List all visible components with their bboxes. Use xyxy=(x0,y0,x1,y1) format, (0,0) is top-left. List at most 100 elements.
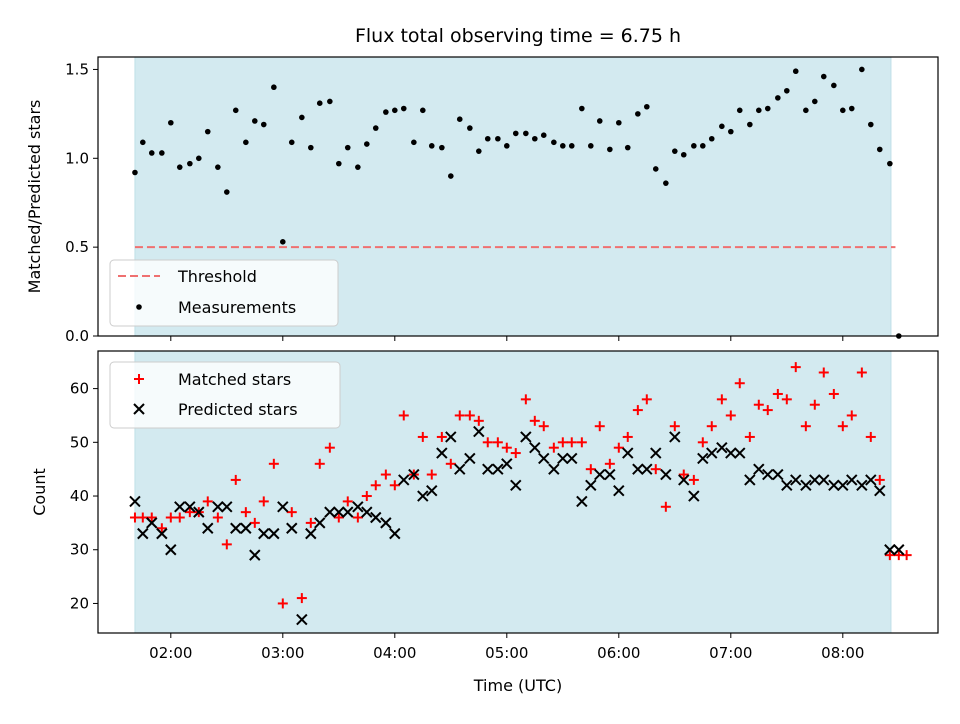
x-tick-label: 05:00 xyxy=(485,644,528,662)
matched-star-point xyxy=(772,388,783,399)
predicted-star-point xyxy=(137,527,149,540)
predicted-star-point xyxy=(622,447,634,459)
predicted-star-point xyxy=(548,463,560,475)
matched-star-point xyxy=(809,399,820,410)
matched-star-point xyxy=(184,507,195,518)
predicted-star-point xyxy=(333,506,345,518)
matched-star-point xyxy=(613,442,624,453)
predicted-star-point xyxy=(268,527,280,540)
measurement-point xyxy=(820,73,827,80)
predicted-star-point xyxy=(762,468,774,481)
x-tick-label: 03:00 xyxy=(261,644,304,662)
predicted-star-point xyxy=(585,479,597,491)
measurement-point xyxy=(495,135,501,142)
measurement-point xyxy=(232,107,239,114)
matched-star-point xyxy=(482,437,493,448)
measurement-point xyxy=(840,107,846,114)
predicted-star-point xyxy=(893,544,905,556)
predicted-star-point xyxy=(380,517,392,529)
predicted-star-point xyxy=(800,479,812,491)
measurement-point xyxy=(148,150,155,156)
measurement-point xyxy=(252,118,258,124)
matched-star-point xyxy=(734,378,745,389)
predicted-star-point xyxy=(202,522,214,534)
matched-star-point xyxy=(426,469,437,480)
measurement-point xyxy=(336,160,342,167)
measurement-point xyxy=(663,180,669,186)
matched-star-point xyxy=(594,421,605,432)
matched-star-point xyxy=(445,458,456,469)
predicted-star-point xyxy=(286,522,298,534)
y-tick-label: 50 xyxy=(70,433,89,451)
measurement-point xyxy=(476,148,482,154)
matched-star-point xyxy=(146,512,157,523)
measurement-point xyxy=(140,139,146,146)
measurement-point xyxy=(831,82,837,89)
matched-star-point xyxy=(398,410,409,421)
matched-star-point xyxy=(174,512,185,523)
bottom-legend: Matched stars Predicted stars xyxy=(109,361,341,429)
measurement-point xyxy=(204,128,211,135)
bottom-panel: 20 30 40 50 60 02:00 03:00 04:00 05:00 06:00 07:0… xyxy=(30,350,939,695)
y-tick-label: 40 xyxy=(70,487,89,505)
matched-star-point xyxy=(566,437,577,448)
matched-star-point xyxy=(165,512,176,523)
predicted-star-point xyxy=(221,501,233,513)
predicted-star-point xyxy=(781,479,793,491)
predicted-star-point xyxy=(678,474,690,486)
matched-star-point xyxy=(725,410,736,421)
measurement-point xyxy=(411,139,417,146)
predicted-star-point xyxy=(510,479,522,491)
top-y-ticks: 0.0 0.5 1.0 1.5 xyxy=(65,60,98,345)
bottom-axes-frame xyxy=(97,350,939,634)
measurement-point xyxy=(700,143,706,149)
matched-star-point xyxy=(212,512,223,523)
predicted-star-point xyxy=(837,479,849,491)
legend-matched-swatch xyxy=(134,374,144,384)
matched-star-point xyxy=(305,517,316,528)
bottom-y-ticks: 20 30 40 50 60 xyxy=(70,380,98,612)
measurement-point xyxy=(792,68,799,75)
measurement-point xyxy=(848,105,855,112)
predicted-star-point xyxy=(594,468,606,481)
measurement-point xyxy=(132,169,138,176)
measurement-point xyxy=(383,109,389,115)
predicted-star-point xyxy=(725,447,737,459)
x-tick-label: 08:00 xyxy=(821,644,864,662)
top-legend: Threshold Measurements xyxy=(109,259,339,327)
matched-star-point xyxy=(342,496,353,507)
predicted-star-point xyxy=(370,511,382,524)
predicted-star-point xyxy=(464,452,476,465)
predicted-star-point xyxy=(501,458,513,470)
matched-star-point xyxy=(884,550,895,561)
measurement-point xyxy=(644,103,650,110)
measurement-point xyxy=(420,107,426,114)
matched-star-point xyxy=(314,458,325,469)
predicted-star-point xyxy=(398,474,410,486)
x-tick-label: 04:00 xyxy=(373,644,416,662)
predicted-star-point xyxy=(604,468,616,481)
matched-star-point xyxy=(828,388,839,399)
measurement-point xyxy=(747,121,753,128)
measurement-point xyxy=(607,146,613,153)
predicted-star-point xyxy=(744,474,756,486)
measurement-point xyxy=(288,139,295,146)
measurement-point xyxy=(400,105,407,112)
predicted-star-point xyxy=(874,484,886,497)
predicted-star-point xyxy=(249,549,261,561)
measurement-point xyxy=(448,173,454,179)
matched-star-point xyxy=(258,496,269,507)
matched-star-point xyxy=(473,415,484,426)
measurement-point xyxy=(719,123,725,130)
measurement-point xyxy=(168,119,174,126)
predicted-star-point xyxy=(408,468,420,481)
y-tick-label: 0.0 xyxy=(65,327,89,345)
predicted-star-point xyxy=(828,479,840,491)
measurement-point xyxy=(560,143,566,149)
measurement-point xyxy=(624,144,631,151)
predicted-star-point xyxy=(305,527,317,540)
measurement-point xyxy=(876,146,883,153)
measurement-point xyxy=(579,105,585,112)
measurement-point xyxy=(775,95,781,101)
predicted-star-point xyxy=(697,452,709,465)
